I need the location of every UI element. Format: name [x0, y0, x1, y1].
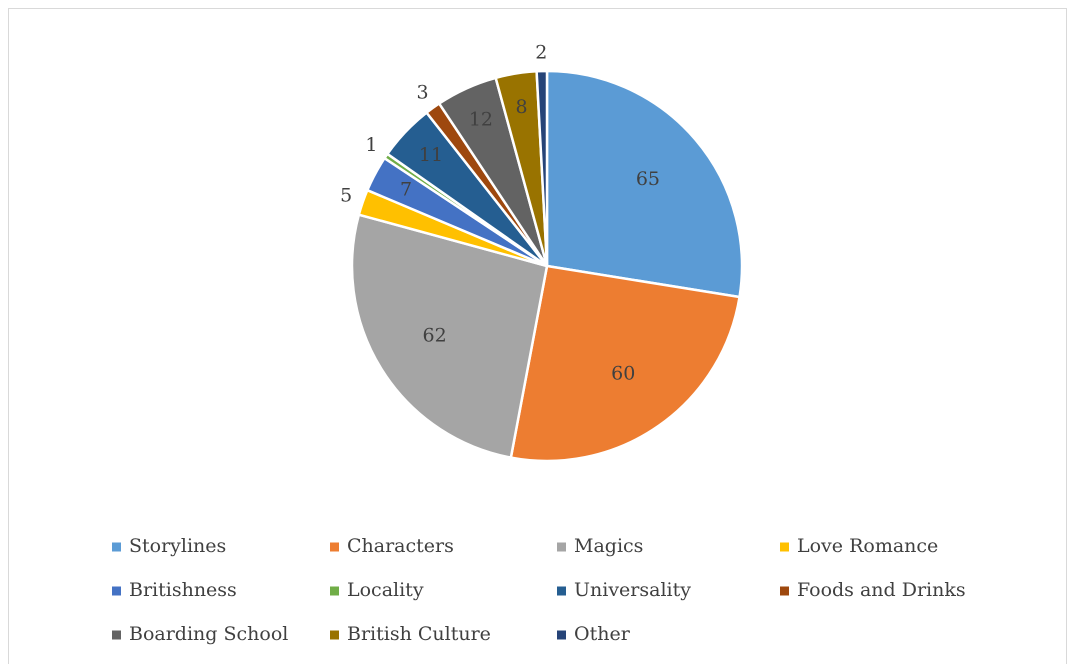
legend-label: Characters	[347, 535, 454, 557]
pie-slice	[509, 264, 741, 463]
data-label: 12	[469, 108, 493, 130]
legend-label: Magics	[574, 535, 643, 557]
legend-swatch	[330, 586, 339, 596]
data-label: 62	[422, 324, 446, 346]
legend-swatch	[330, 542, 339, 552]
data-label: 60	[611, 363, 635, 385]
legend-label: Love Romance	[797, 535, 938, 557]
legend-label: Britishness	[129, 579, 237, 601]
pie-slice	[350, 213, 549, 460]
legend-label: Storylines	[129, 535, 226, 557]
pie-slice	[535, 69, 549, 267]
data-label: 8	[516, 96, 528, 118]
legend-label: Foods and Drinks	[797, 579, 966, 601]
legend-label: Locality	[347, 579, 424, 601]
data-label: 3	[416, 82, 428, 104]
data-label: 7	[400, 178, 412, 200]
legend-label: Universality	[574, 579, 691, 601]
legend-swatch	[330, 630, 339, 640]
legend-swatch	[780, 542, 789, 552]
legend-label: Boarding School	[129, 623, 288, 645]
data-label: 5	[340, 185, 352, 207]
pie-slice	[545, 69, 744, 299]
legend-label: British Culture	[347, 623, 491, 645]
data-label: 1	[365, 134, 377, 156]
legend-swatch	[112, 586, 121, 596]
legend-swatch	[557, 586, 566, 596]
data-label: 2	[535, 42, 547, 64]
legend-swatch	[780, 586, 789, 596]
legend-swatch	[112, 542, 121, 552]
legend-swatch	[112, 630, 121, 640]
legend-label: Other	[574, 623, 631, 645]
data-label: 65	[636, 168, 660, 190]
legend-swatch	[557, 630, 566, 640]
data-label: 11	[419, 144, 443, 166]
legend-swatch	[557, 542, 566, 552]
